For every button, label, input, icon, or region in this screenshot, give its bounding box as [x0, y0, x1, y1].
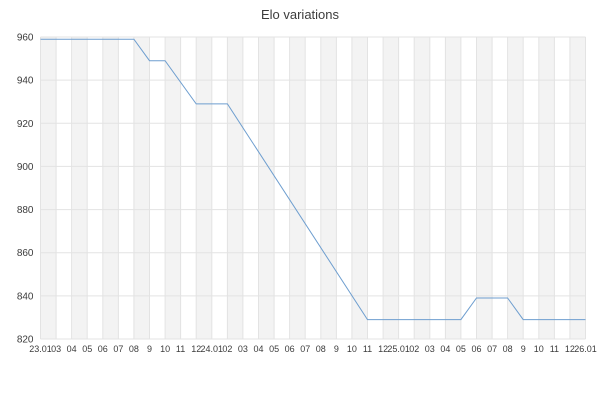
svg-text:05: 05: [82, 344, 92, 354]
svg-text:25.01: 25.01: [387, 344, 410, 354]
svg-text:880: 880: [17, 205, 34, 216]
svg-text:960: 960: [17, 33, 34, 44]
svg-text:23.01: 23.01: [29, 344, 52, 354]
svg-text:03: 03: [51, 344, 61, 354]
plot-bands: [40, 37, 586, 339]
y-axis-labels: 960 940 920 900 880 860 840 820: [17, 33, 34, 346]
svg-text:08: 08: [503, 344, 513, 354]
svg-text:24.01: 24.01: [201, 344, 224, 354]
svg-text:11: 11: [176, 344, 185, 354]
svg-text:11: 11: [550, 344, 559, 354]
svg-text:12: 12: [565, 344, 575, 354]
svg-text:10: 10: [160, 344, 170, 354]
svg-text:26.01: 26.01: [574, 344, 597, 354]
svg-text:900: 900: [17, 162, 34, 173]
svg-text:08: 08: [316, 344, 326, 354]
svg-text:06: 06: [471, 344, 481, 354]
svg-text:920: 920: [17, 119, 34, 130]
svg-text:05: 05: [269, 344, 279, 354]
gridlines: [40, 36, 586, 340]
svg-text:12: 12: [378, 344, 388, 354]
svg-text:02: 02: [409, 344, 419, 354]
svg-text:10: 10: [534, 344, 544, 354]
svg-text:12: 12: [191, 344, 201, 354]
svg-text:03: 03: [238, 344, 248, 354]
svg-text:11: 11: [363, 344, 372, 354]
svg-text:06: 06: [285, 344, 295, 354]
elo-line: [40, 38, 586, 321]
svg-text:02: 02: [222, 344, 232, 354]
svg-text:10: 10: [347, 344, 357, 354]
svg-text:07: 07: [113, 344, 123, 354]
svg-text:840: 840: [17, 291, 34, 302]
svg-text:9: 9: [521, 344, 526, 354]
svg-text:9: 9: [334, 344, 339, 354]
svg-text:06: 06: [98, 344, 108, 354]
x-axis-labels: 23.01 03 04 05 06 07 08 9 10 11 12 24.01 02 03 04 05 06 0…: [29, 344, 597, 354]
svg-text:08: 08: [129, 344, 139, 354]
svg-text:05: 05: [456, 344, 466, 354]
svg-text:9: 9: [147, 344, 152, 354]
svg-text:04: 04: [67, 344, 77, 354]
svg-text:860: 860: [17, 248, 34, 259]
svg-text:03: 03: [425, 344, 435, 354]
chart-title: Elo variations: [260, 7, 340, 22]
svg-text:940: 940: [17, 76, 34, 87]
svg-text:04: 04: [440, 344, 450, 354]
svg-text:04: 04: [253, 344, 263, 354]
svg-text:820: 820: [17, 335, 34, 346]
svg-text:07: 07: [487, 344, 497, 354]
svg-text:07: 07: [300, 344, 310, 354]
